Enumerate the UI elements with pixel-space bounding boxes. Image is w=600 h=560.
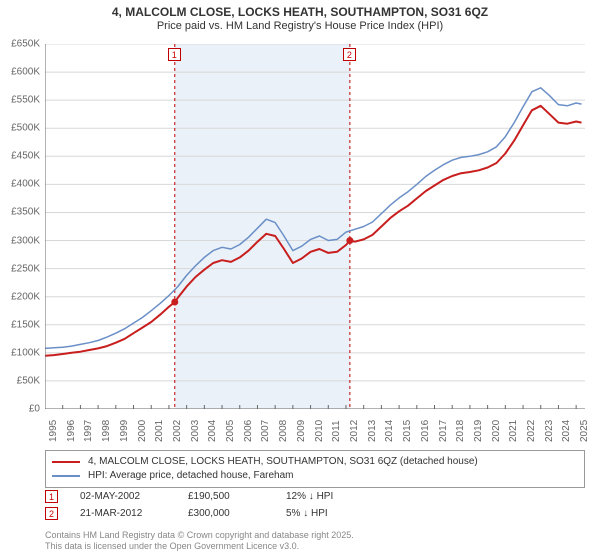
x-tick-label: 2017 — [438, 420, 449, 442]
sale-date-1: 02-MAY-2002 — [80, 491, 170, 502]
legend: 4, MALCOLM CLOSE, LOCKS HEATH, SOUTHAMPT… — [45, 450, 585, 488]
y-tick-label: £200K — [11, 291, 40, 302]
legend-swatch-hpi — [52, 475, 80, 477]
x-tick-label: 2004 — [207, 420, 218, 442]
sale-price-1: £190,500 — [188, 491, 268, 502]
sale-diff-1: 12% ↓ HPI — [286, 491, 376, 502]
x-tick-label: 2013 — [367, 420, 378, 442]
sale-row-2: 2 21-MAR-2012 £300,000 5% ↓ HPI — [45, 507, 585, 520]
attribution-line-2: This data is licensed under the Open Gov… — [45, 541, 585, 552]
y-tick-label: £250K — [11, 263, 40, 274]
y-tick-label: £600K — [11, 67, 40, 78]
chart-title: 4, MALCOLM CLOSE, LOCKS HEATH, SOUTHAMPT… — [0, 0, 600, 20]
y-tick-label: £450K — [11, 151, 40, 162]
x-tick-label: 2024 — [561, 420, 572, 442]
x-tick-label: 2000 — [137, 420, 148, 442]
chart-plot-area — [45, 44, 585, 409]
x-tick-label: 2001 — [154, 420, 165, 442]
sale-marker-2: 2 — [45, 507, 58, 520]
y-tick-label: £400K — [11, 179, 40, 190]
x-tick-label: 2022 — [526, 420, 537, 442]
x-tick-label: 2012 — [349, 420, 360, 442]
x-tick-label: 2006 — [243, 420, 254, 442]
x-tick-label: 1995 — [48, 420, 59, 442]
sale-marker-box-2: 2 — [343, 48, 356, 61]
x-tick-label: 2010 — [314, 420, 325, 442]
x-tick-label: 2021 — [508, 420, 519, 442]
x-tick-label: 2018 — [455, 420, 466, 442]
y-tick-label: £650K — [11, 39, 40, 50]
sales-table: 1 02-MAY-2002 £190,500 12% ↓ HPI 2 21-MA… — [45, 490, 585, 524]
x-tick-label: 2005 — [225, 420, 236, 442]
y-tick-label: £300K — [11, 235, 40, 246]
legend-label-price-paid: 4, MALCOLM CLOSE, LOCKS HEATH, SOUTHAMPT… — [88, 455, 478, 469]
x-tick-label: 2023 — [544, 420, 555, 442]
y-axis-labels: £0£50K£100K£150K£200K£250K£300K£350K£400… — [0, 44, 44, 409]
y-tick-label: £350K — [11, 207, 40, 218]
x-tick-label: 2020 — [491, 420, 502, 442]
x-tick-label: 2003 — [190, 420, 201, 442]
y-tick-label: £50K — [17, 375, 40, 386]
legend-item-hpi: HPI: Average price, detached house, Fare… — [52, 469, 578, 483]
x-tick-label: 2019 — [473, 420, 484, 442]
x-tick-label: 2011 — [331, 420, 342, 442]
x-tick-label: 2015 — [402, 420, 413, 442]
y-tick-label: £550K — [11, 95, 40, 106]
y-tick-label: £150K — [11, 319, 40, 330]
legend-label-hpi: HPI: Average price, detached house, Fare… — [88, 469, 294, 483]
x-tick-label: 1998 — [101, 420, 112, 442]
x-tick-label: 2009 — [296, 420, 307, 442]
x-tick-label: 2025 — [579, 420, 590, 442]
legend-swatch-price-paid — [52, 461, 80, 463]
sale-diff-2: 5% ↓ HPI — [286, 508, 376, 519]
y-tick-label: £500K — [11, 123, 40, 134]
sale-marker-1: 1 — [45, 490, 58, 503]
chart-container: 4, MALCOLM CLOSE, LOCKS HEATH, SOUTHAMPT… — [0, 0, 600, 560]
sale-row-1: 1 02-MAY-2002 £190,500 12% ↓ HPI — [45, 490, 585, 503]
chart-subtitle: Price paid vs. HM Land Registry's House … — [0, 20, 600, 36]
legend-item-price-paid: 4, MALCOLM CLOSE, LOCKS HEATH, SOUTHAMPT… — [52, 455, 578, 469]
x-tick-label: 1997 — [83, 420, 94, 442]
sale-date-2: 21-MAR-2012 — [80, 508, 170, 519]
x-tick-label: 2002 — [172, 420, 183, 442]
x-tick-label: 2014 — [384, 420, 395, 442]
x-tick-label: 1996 — [66, 420, 77, 442]
x-tick-label: 2016 — [420, 420, 431, 442]
y-tick-label: £100K — [11, 347, 40, 358]
sale-price-2: £300,000 — [188, 508, 268, 519]
x-tick-label: 2007 — [260, 420, 271, 442]
attribution: Contains HM Land Registry data © Crown c… — [45, 530, 585, 553]
x-tick-label: 2008 — [278, 420, 289, 442]
x-axis-labels: 1995 1996 1997 1998 1999 2000 2001 2002 2003 2004… — [45, 412, 585, 448]
x-tick-label: 1999 — [119, 420, 130, 442]
attribution-line-1: Contains HM Land Registry data © Crown c… — [45, 530, 585, 541]
y-tick-label: £0 — [29, 404, 40, 415]
sale-marker-box-1: 1 — [168, 48, 181, 61]
